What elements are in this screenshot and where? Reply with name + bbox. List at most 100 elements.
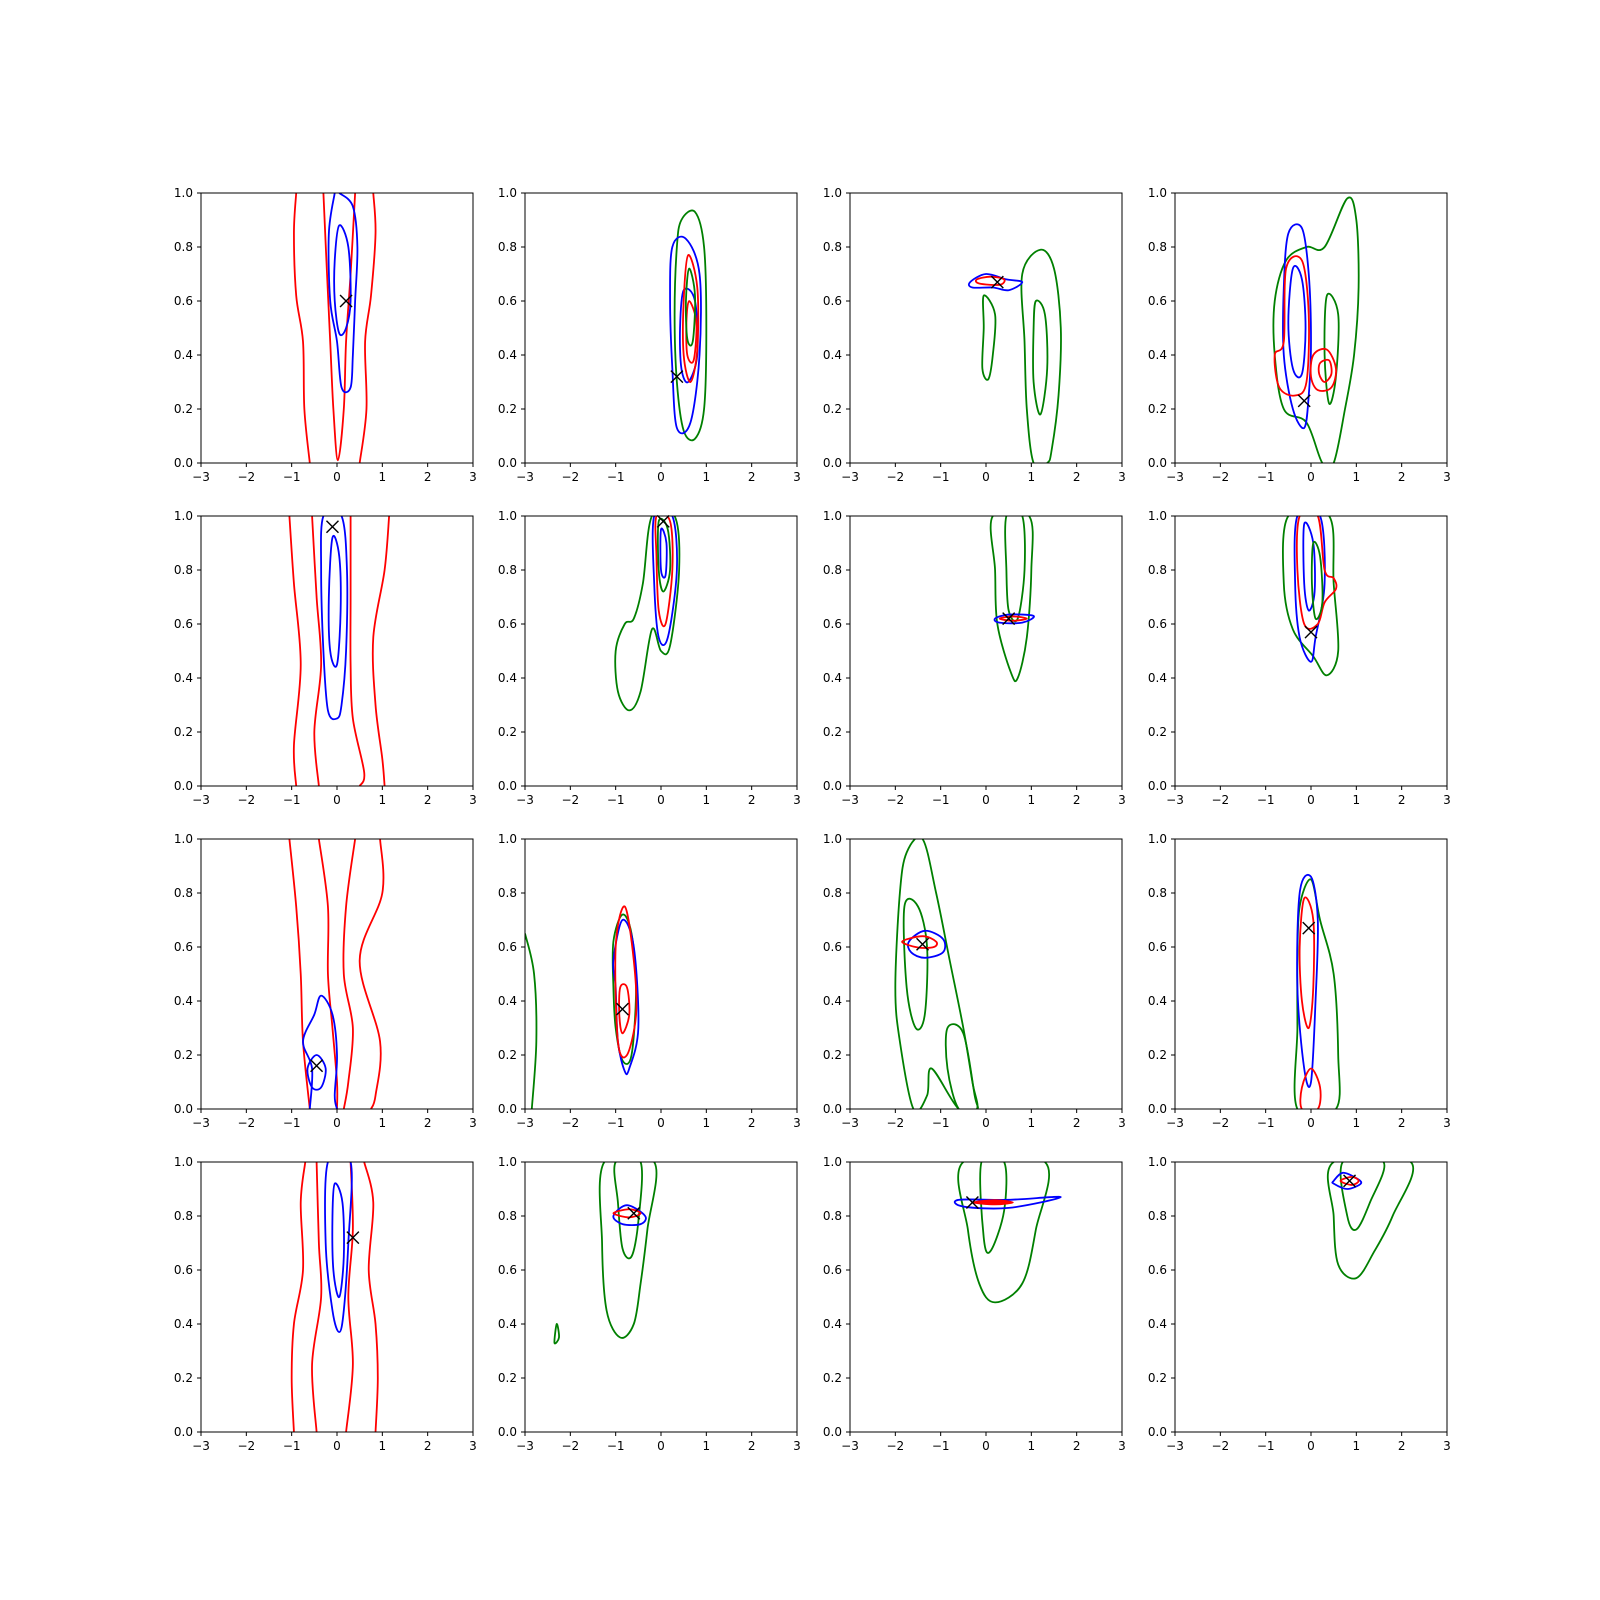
axes-frame xyxy=(200,1161,474,1433)
subplot-r3c3: −3 −2 −1 0 1 2 3 0.0 0.2 0.4 0.6 0.8 1.0 xyxy=(823,832,1126,1130)
x-tick-label: −2 xyxy=(1211,470,1229,484)
contour-group xyxy=(293,193,377,463)
y-tick-label: 0.2 xyxy=(174,1371,193,1385)
y-tick-label: 0.6 xyxy=(498,1263,517,1277)
x-tick-label: 2 xyxy=(748,1439,756,1453)
green-contour xyxy=(1339,1162,1386,1231)
y-tick-label: 0.2 xyxy=(823,725,842,739)
red-contour xyxy=(317,839,339,1109)
blue-contour xyxy=(327,535,342,668)
subplot-r4c2: −3 −2 −1 0 1 2 3 0.0 0.2 0.4 0.6 0.8 1.0 xyxy=(498,1155,801,1453)
x-marker xyxy=(670,370,684,384)
x-tick-label: 1 xyxy=(1353,793,1361,807)
y-tick-label: 1.0 xyxy=(1148,509,1167,523)
x-tick-label: −2 xyxy=(561,1116,579,1130)
y-tick-label: 0.0 xyxy=(823,456,842,470)
blue-contour xyxy=(331,1182,345,1298)
blue-contour xyxy=(1331,1171,1363,1190)
y-tick-label: 0.0 xyxy=(498,1425,517,1439)
blue-contour xyxy=(324,1162,353,1333)
red-contour xyxy=(363,1162,379,1432)
x-tick-label: 2 xyxy=(424,1439,432,1453)
y-tick-label: 0.4 xyxy=(823,1317,842,1331)
x-tick-label: −1 xyxy=(283,793,301,807)
x-tick-label: 0 xyxy=(982,793,990,807)
y-tick-label: 0.8 xyxy=(498,886,517,900)
y-tick-label: 0.2 xyxy=(498,1371,517,1385)
y-tick-label: 0.4 xyxy=(174,1317,193,1331)
blue-contour xyxy=(1302,521,1316,612)
x-tick-label: 3 xyxy=(1443,1439,1451,1453)
red-contour xyxy=(971,1199,1014,1206)
y-tick-label: 0.6 xyxy=(174,1263,193,1277)
blue-contour xyxy=(612,918,640,1076)
x-tick-label: 1 xyxy=(703,1439,711,1453)
x-tick-label: 1 xyxy=(1028,470,1036,484)
red-contour xyxy=(345,1162,354,1432)
y-tick-label: 0.8 xyxy=(1148,563,1167,577)
blue-contour xyxy=(1296,873,1319,1088)
contour-group xyxy=(614,516,681,712)
y-tick-label: 0.6 xyxy=(174,940,193,954)
axes-frame xyxy=(849,192,1123,464)
x-tick-label: −2 xyxy=(1211,1116,1229,1130)
red-contour xyxy=(322,193,357,462)
subplot-r1c2: −3 −2 −1 0 1 2 3 0.0 0.2 0.4 0.6 0.8 1.0 xyxy=(498,186,801,484)
x-tick-label: −3 xyxy=(1166,1116,1184,1130)
red-contour xyxy=(654,516,674,628)
green-contour xyxy=(684,267,697,347)
x-marker xyxy=(1297,394,1311,408)
y-tick-label: 1.0 xyxy=(823,186,842,200)
subplot-r1c1: −3 −2 −1 0 1 2 3 0.0 0.2 0.4 0.6 0.8 1.0 xyxy=(174,186,477,484)
x-tick-label: 3 xyxy=(793,1116,801,1130)
x-tick-label: 1 xyxy=(379,470,387,484)
x-tick-label: −3 xyxy=(516,470,534,484)
x-tick-label: 0 xyxy=(1307,470,1315,484)
y-tick-label: 0.6 xyxy=(823,617,842,631)
subplot-r2c1: −3 −2 −1 0 1 2 3 0.0 0.2 0.4 0.6 0.8 1.0 xyxy=(174,509,477,807)
y-tick-label: 1.0 xyxy=(174,1155,193,1169)
x-tick-label: 1 xyxy=(379,1439,387,1453)
y-tick-label: 0.6 xyxy=(823,294,842,308)
red-contour xyxy=(1309,347,1337,392)
green-contour xyxy=(957,1162,1050,1304)
y-tick-label: 0.8 xyxy=(498,240,517,254)
y-tick-label: 0.6 xyxy=(823,1263,842,1277)
subplot-r2c3: −3 −2 −1 0 1 2 3 0.0 0.2 0.4 0.6 0.8 1.0 xyxy=(823,509,1126,807)
y-tick-label: 0.8 xyxy=(174,1209,193,1223)
contour-group xyxy=(894,839,979,1109)
y-tick-label: 0.4 xyxy=(823,671,842,685)
x-tick-label: −2 xyxy=(561,1439,579,1453)
blue-contour xyxy=(1287,264,1307,379)
green-contour xyxy=(1323,292,1340,405)
y-tick-label: 0.2 xyxy=(174,402,193,416)
x-tick-label: 3 xyxy=(469,1439,477,1453)
blue-contour xyxy=(327,193,359,394)
x-tick-label: 0 xyxy=(1307,1439,1315,1453)
y-tick-label: 0.6 xyxy=(823,940,842,954)
x-tick-label: 0 xyxy=(657,470,665,484)
x-marker xyxy=(1302,921,1316,935)
y-tick-label: 0.8 xyxy=(823,563,842,577)
axes-frame xyxy=(1174,515,1448,787)
x-tick-label: 0 xyxy=(657,1116,665,1130)
x-tick-label: 1 xyxy=(1353,1439,1361,1453)
y-tick-label: 0.4 xyxy=(823,994,842,1008)
green-contour xyxy=(981,294,997,381)
y-tick-label: 0.4 xyxy=(174,994,193,1008)
blue-contour xyxy=(1282,223,1312,430)
y-tick-label: 0.6 xyxy=(498,294,517,308)
y-tick-label: 1.0 xyxy=(498,1155,517,1169)
y-tick-label: 0.2 xyxy=(498,725,517,739)
x-tick-label: 0 xyxy=(982,1439,990,1453)
x-tick-label: −1 xyxy=(607,1439,625,1453)
x-tick-label: −3 xyxy=(192,1439,210,1453)
x-tick-label: 2 xyxy=(1073,470,1081,484)
x-tick-label: −1 xyxy=(1257,793,1275,807)
x-tick-label: −2 xyxy=(237,1116,255,1130)
x-tick-label: −1 xyxy=(932,1439,950,1453)
y-tick-label: 0.8 xyxy=(174,563,193,577)
y-tick-label: 0.2 xyxy=(1148,725,1167,739)
x-marker xyxy=(1304,625,1318,639)
y-tick-label: 0.4 xyxy=(823,348,842,362)
